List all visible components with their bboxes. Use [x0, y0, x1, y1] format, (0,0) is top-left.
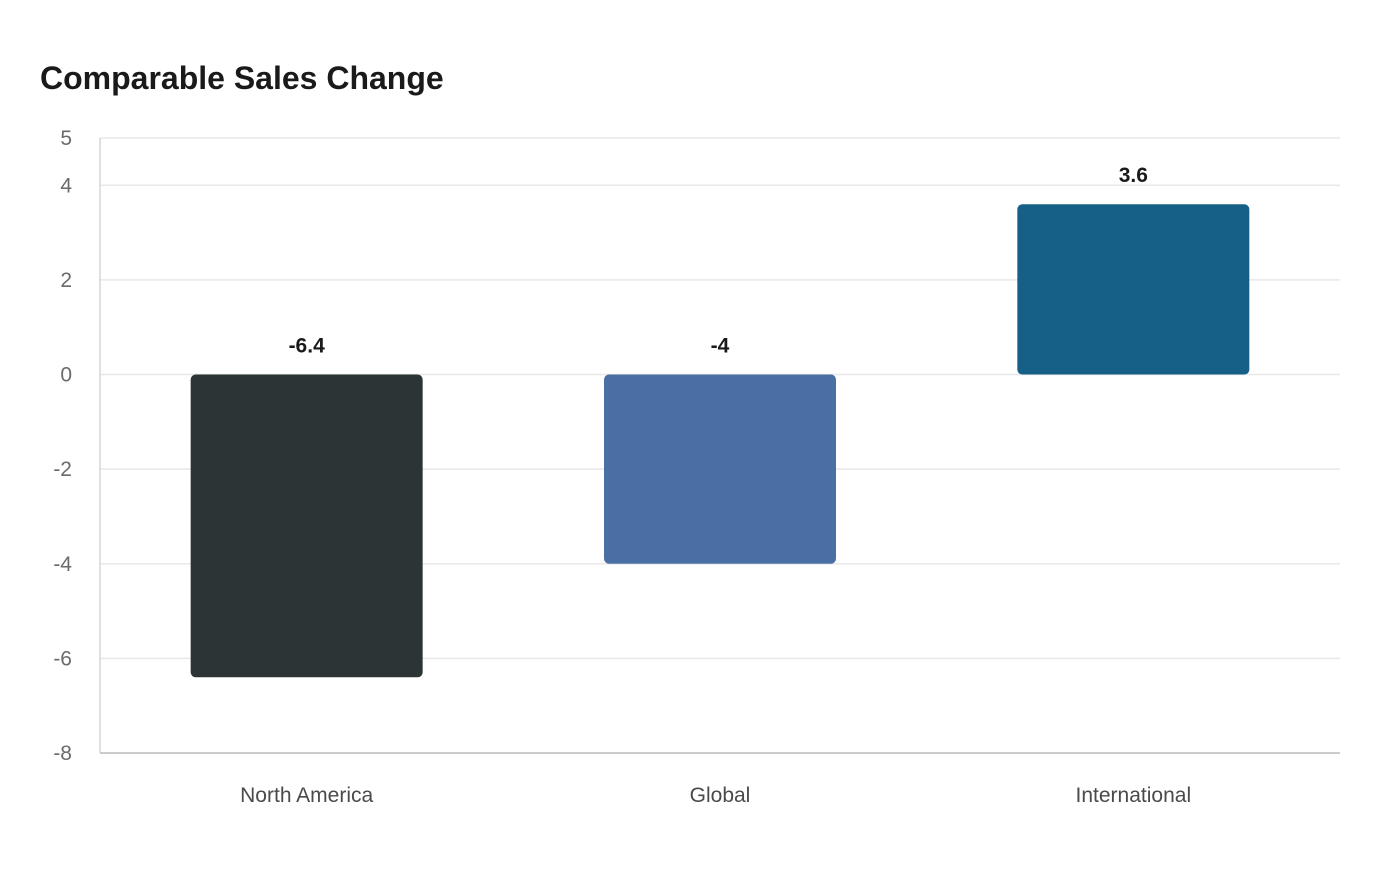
y-tick-label: -2	[53, 458, 72, 481]
axes	[99, 138, 1340, 754]
bar-global[interactable]	[604, 374, 836, 564]
x-category-label: International	[1076, 784, 1192, 807]
x-category-label: North America	[240, 784, 373, 807]
y-tick-label: 0	[60, 364, 72, 387]
labels: -8 -6 -4 -2 0 2 4 5 -6.4 North America -4 Global 3.6…	[53, 127, 1191, 807]
x-category-label: Global	[690, 784, 751, 807]
bars	[190, 204, 1250, 678]
y-tick-label: -4	[53, 553, 72, 576]
data-label: -4	[711, 335, 730, 358]
data-label: 3.6	[1119, 164, 1148, 187]
bar-north-america[interactable]	[190, 374, 423, 678]
y-tick-label: 5	[60, 127, 72, 150]
y-tick-label: 2	[60, 269, 72, 292]
y-tick-label: -8	[53, 742, 72, 765]
y-tick-label: -6	[53, 647, 72, 670]
y-tick-label: 4	[60, 174, 72, 197]
chart-title: Comparable Sales Change	[40, 60, 444, 96]
data-label: -6.4	[289, 335, 326, 358]
bar-international[interactable]	[1017, 204, 1250, 375]
